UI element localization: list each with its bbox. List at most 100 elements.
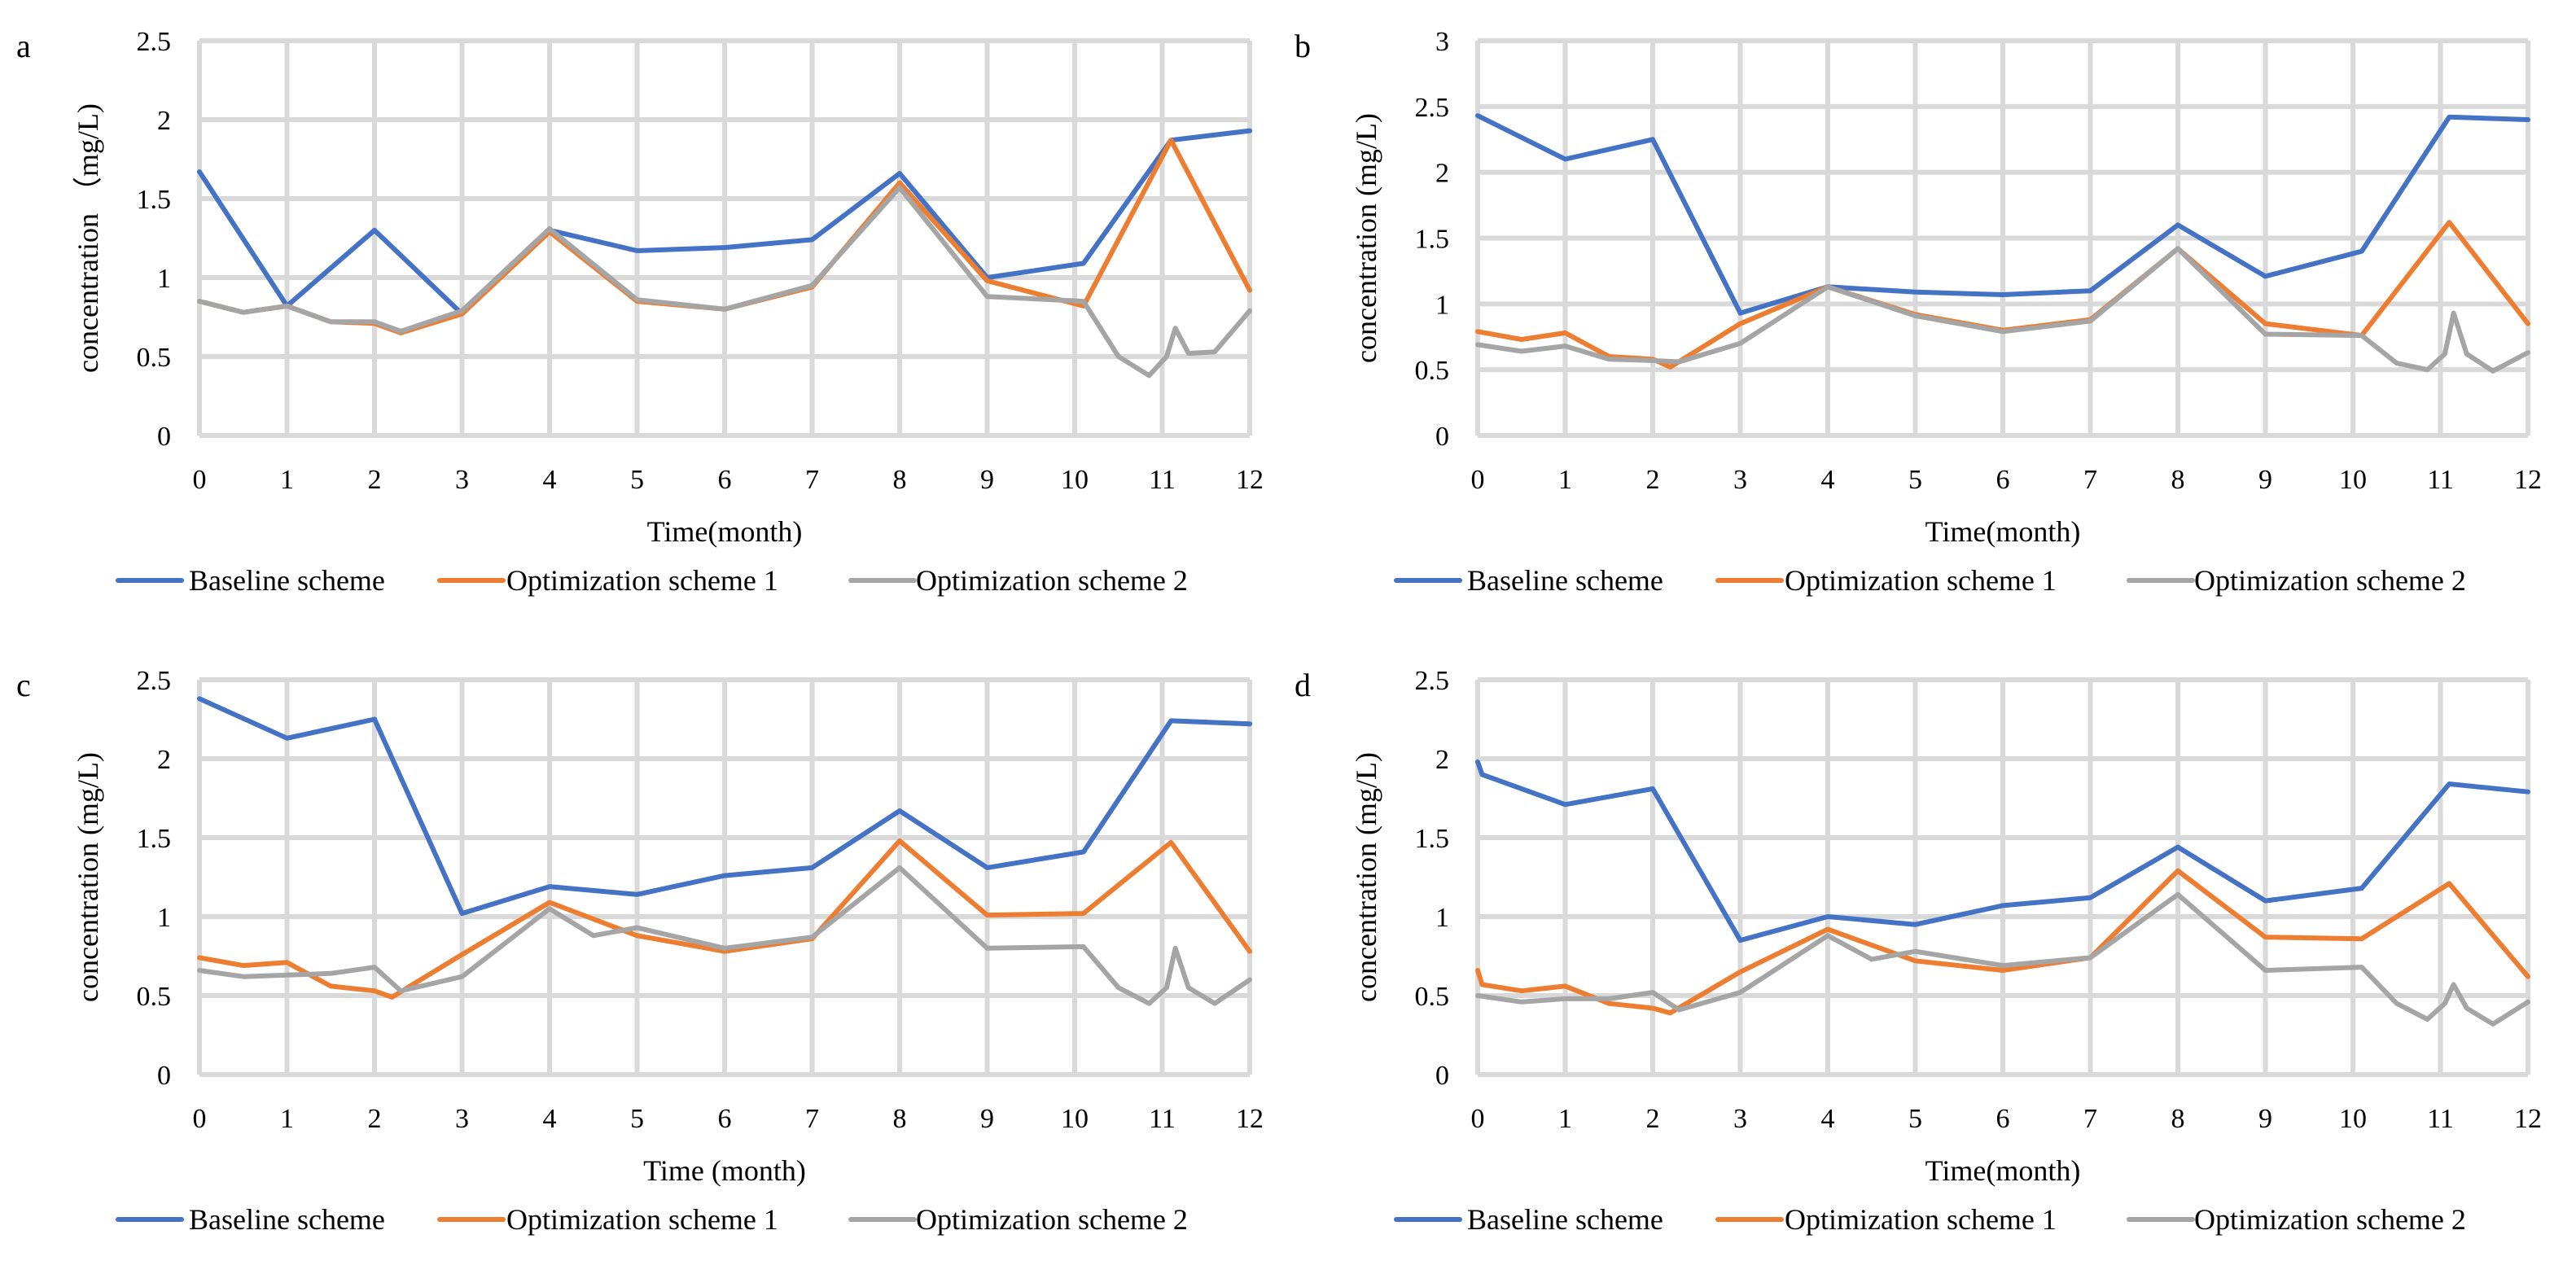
x-tick-label: 2	[1646, 1104, 1660, 1134]
y-tick-label: 1	[157, 264, 171, 294]
x-tick-label: 8	[2171, 465, 2185, 495]
x-tick-label: 10	[2339, 465, 2367, 495]
x-tick-label: 2	[368, 465, 382, 495]
x-tick-label: 8	[893, 1104, 907, 1134]
x-tick-label: 4	[1821, 465, 1835, 495]
x-tick-label: 3	[455, 1104, 469, 1134]
x-tick-label: 9	[980, 1104, 994, 1134]
y-axis-title: concentration (mg/L)	[1350, 752, 1382, 1002]
y-tick-label: 2.5	[1415, 93, 1450, 123]
series-line-opt2	[197, 185, 1252, 379]
series-line-opt1	[1475, 868, 2530, 1016]
x-tick-label: 2	[1646, 465, 1660, 495]
y-tick-label: 0	[157, 1061, 171, 1091]
y-tick-label: 1	[157, 903, 171, 933]
legend-label-opt2: Optimization scheme 2	[2194, 1203, 2466, 1236]
x-tick-label: 5	[1908, 465, 1922, 495]
x-tick-label: 0	[1471, 1104, 1485, 1134]
y-tick-label: 1	[1435, 903, 1449, 933]
x-tick-label: 3	[455, 465, 469, 495]
x-tick-label: 5	[630, 1104, 644, 1134]
y-axis-title: concentration (mg/L)	[1350, 113, 1382, 363]
series-line-baseline	[197, 128, 1252, 317]
legend-label-baseline: Baseline scheme	[1467, 564, 1663, 597]
x-tick-label: 6	[718, 1104, 732, 1134]
y-tick-label: 1.5	[1415, 824, 1450, 854]
chart-svg-d: d0 1 2 3 4 5 6 7 8 9 10 11 1200.511.522.5Time(month)…	[1295, 666, 2542, 1236]
legend-label-baseline: Baseline scheme	[189, 564, 385, 597]
series-line-opt2	[1475, 246, 2530, 374]
panel-letter: b	[1295, 28, 1311, 64]
x-axis-title: Time (month)	[643, 1154, 806, 1187]
x-tick-label: 2	[368, 1104, 382, 1134]
series-line-baseline	[1475, 113, 2530, 316]
y-tick-label: 3	[1435, 27, 1449, 57]
x-tick-label: 11	[2427, 1104, 2454, 1134]
x-axis-title: Time(month)	[1925, 1154, 2081, 1187]
x-tick-label: 5	[1908, 1104, 1922, 1134]
legend-label-opt2: Optimization scheme 2	[2194, 564, 2466, 597]
x-tick-label: 8	[893, 465, 907, 495]
x-tick-label: 0	[193, 1104, 207, 1134]
x-tick-label: 7	[2083, 1104, 2097, 1134]
x-tick-label: 1	[1558, 465, 1572, 495]
legend-label-opt2: Optimization scheme 2	[916, 1203, 1188, 1236]
x-tick-label: 0	[193, 465, 207, 495]
x-tick-label: 7	[805, 465, 819, 495]
chart-panel-a: a 0 1 2 3 4 5 6 7 8 9 10 11 12 0 0.5 1 1.5 2 2.5 Time(month)…	[0, 0, 1278, 635]
y-tick-label: 2.5	[137, 27, 172, 57]
x-tick-label: 12	[1236, 465, 1264, 495]
y-tick-label: 0	[157, 422, 171, 452]
legend-label-opt1: Optimization scheme 1	[1785, 1203, 2057, 1236]
y-tick-label: 2.5	[1415, 666, 1450, 696]
x-tick-label: 9	[2258, 465, 2272, 495]
y-tick-label: 0.5	[137, 343, 172, 373]
x-tick-label: 3	[1733, 465, 1747, 495]
y-tick-label: 2	[1435, 159, 1449, 189]
x-axis-title: Time(month)	[1925, 515, 2081, 548]
x-tick-label: 10	[1061, 1104, 1089, 1134]
y-tick-label: 2.5	[137, 666, 172, 696]
series-line-baseline	[1475, 759, 2530, 943]
chart-panel-d: d 0 1 2 3 4 5 6 7 8 9 10 11 12 0 0.5 1 1.5 2 2.5 Time(month)…	[1278, 639, 2556, 1274]
legend-label-baseline: Baseline scheme	[189, 1203, 385, 1236]
x-tick-label: 6	[1996, 1104, 2010, 1134]
x-tick-label: 11	[2427, 465, 2454, 495]
x-tick-label: 7	[2083, 465, 2097, 495]
x-tick-label: 6	[1996, 465, 2010, 495]
x-tick-label: 11	[1149, 1104, 1176, 1134]
y-tick-label: 2	[157, 745, 171, 775]
x-tick-label: 6	[718, 465, 732, 495]
x-axis-title: Time(month)	[647, 515, 803, 548]
x-tick-label: 8	[2171, 1104, 2185, 1134]
y-tick-label: 0.5	[1415, 356, 1450, 386]
x-tick-label: 10	[2339, 1104, 2367, 1134]
chart-panel-b: b 0 1 2 3 4 5 6 7 8 9 10 11 12 0 0.5 1 1.5 2 2.5 3 Time(month…	[1278, 0, 2556, 635]
x-tick-label: 4	[543, 1104, 557, 1134]
legend-label-opt1: Optimization scheme 1	[1785, 564, 2057, 597]
chart-svg-b: b0 1 2 3 4 5 6 7 8 9 10 11 1200.511.522.53Time(month…	[1295, 27, 2542, 597]
y-tick-label: 0.5	[137, 982, 172, 1012]
y-tick-label: 2	[157, 106, 171, 136]
chart-svg-a: a0 1 2 3 4 5 6 7 8 9 10 11 1200.511.522.5Time(month)…	[16, 27, 1264, 597]
y-tick-label: 1	[1435, 290, 1449, 320]
x-tick-label: 1	[280, 465, 294, 495]
panel-letter: d	[1295, 667, 1311, 703]
x-tick-label: 12	[2514, 1104, 2542, 1134]
y-axis-title: concentration (mg/L)	[72, 752, 104, 1002]
series-line-opt2	[1475, 891, 2530, 1027]
y-tick-label: 2	[1435, 745, 1449, 775]
x-tick-label: 12	[2514, 465, 2542, 495]
y-tick-label: 0	[1435, 422, 1449, 452]
x-tick-label: 10	[1061, 465, 1089, 495]
x-tick-label: 11	[1149, 465, 1176, 495]
x-tick-label: 9	[980, 465, 994, 495]
legend-label-opt1: Optimization scheme 1	[506, 564, 778, 597]
panel-letter: c	[16, 667, 31, 703]
chart-panel-c: c 0 1 2 3 4 5 6 7 8 9 10 11 12 0 0.5 1 1.5 2 2.5 Time (month…	[0, 639, 1278, 1274]
x-tick-label: 4	[543, 465, 557, 495]
series-line-opt2	[197, 865, 1252, 1006]
y-tick-label: 0.5	[1415, 982, 1450, 1012]
legend-label-baseline: Baseline scheme	[1467, 1203, 1663, 1236]
